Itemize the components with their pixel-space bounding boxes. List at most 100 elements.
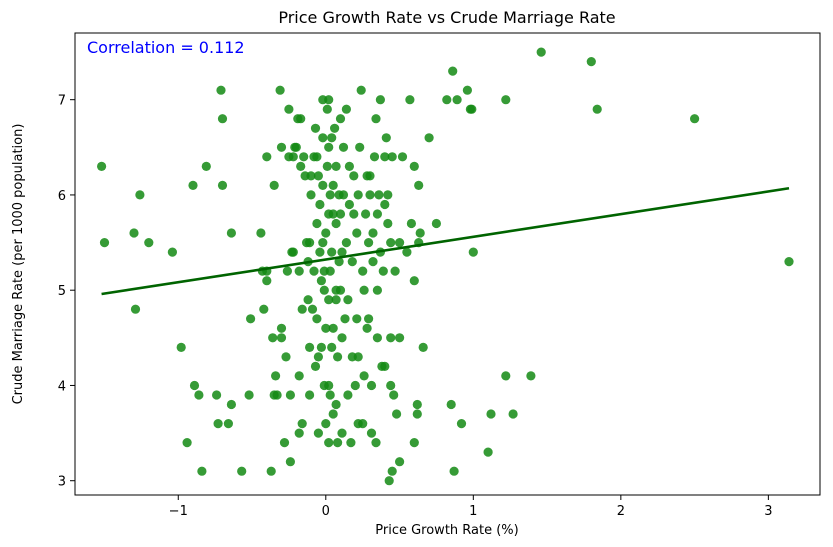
- data-point: [352, 314, 362, 324]
- data-point: [275, 85, 285, 95]
- data-point: [318, 133, 328, 143]
- data-point: [312, 218, 322, 229]
- data-point: [446, 399, 456, 410]
- data-point: [313, 428, 323, 438]
- data-point: [536, 47, 546, 57]
- data-point: [508, 409, 518, 419]
- chart-title: Price Growth Rate vs Crude Marriage Rate: [278, 8, 615, 27]
- y-tick-label: 7: [58, 94, 66, 109]
- data-point: [305, 342, 315, 352]
- data-point: [291, 142, 301, 152]
- data-point: [337, 247, 347, 257]
- data-point: [285, 457, 295, 467]
- correlation-annotation: Correlation = 0.112: [87, 38, 245, 57]
- data-point: [315, 199, 325, 210]
- data-point: [316, 342, 326, 352]
- data-point: [333, 352, 343, 362]
- data-point: [352, 228, 362, 238]
- data-point: [305, 238, 315, 248]
- data-point: [272, 390, 282, 400]
- data-point: [271, 371, 281, 381]
- data-point: [431, 218, 441, 229]
- data-point: [216, 85, 226, 95]
- data-point: [315, 247, 325, 257]
- data-point: [359, 371, 369, 381]
- data-point: [276, 142, 287, 152]
- data-point: [486, 409, 496, 419]
- data-point: [586, 57, 596, 67]
- data-point: [409, 161, 419, 171]
- data-point: [285, 390, 295, 400]
- data-point: [386, 380, 396, 391]
- data-point: [331, 161, 341, 171]
- data-point: [328, 323, 338, 333]
- data-point: [395, 238, 405, 248]
- data-point: [296, 114, 306, 124]
- data-point: [526, 371, 536, 381]
- data-point: [406, 218, 416, 229]
- data-point: [349, 209, 359, 219]
- data-point: [299, 152, 309, 162]
- data-point: [381, 133, 391, 143]
- data-point: [244, 390, 254, 400]
- data-point: [350, 380, 360, 391]
- data-point: [197, 466, 207, 476]
- data-point: [212, 390, 222, 400]
- data-point: [462, 85, 472, 95]
- data-point: [392, 409, 402, 419]
- data-point: [409, 438, 419, 448]
- data-point: [358, 419, 368, 429]
- data-point: [402, 247, 412, 257]
- data-point: [324, 95, 334, 105]
- data-point: [201, 161, 211, 171]
- data-point: [319, 285, 329, 295]
- data-point: [390, 266, 400, 276]
- data-point: [294, 371, 304, 381]
- data-point: [468, 247, 478, 257]
- data-point: [356, 85, 366, 95]
- data-point: [176, 342, 186, 352]
- data-point: [226, 228, 236, 238]
- data-point: [223, 419, 233, 429]
- data-point: [334, 257, 344, 267]
- data-point: [213, 419, 223, 429]
- data-point: [372, 333, 382, 343]
- data-point: [374, 190, 384, 200]
- data-point: [372, 285, 382, 295]
- data-point: [144, 238, 154, 248]
- regression-line: [101, 186, 790, 296]
- data-point: [501, 95, 511, 105]
- data-point: [325, 190, 335, 200]
- data-point: [784, 257, 794, 267]
- y-tick-label: 5: [58, 284, 66, 299]
- data-point: [442, 95, 452, 105]
- data-point: [364, 238, 374, 248]
- data-point: [327, 342, 337, 352]
- data-point: [380, 199, 390, 210]
- data-point: [343, 295, 353, 305]
- data-point: [365, 190, 375, 200]
- x-tick-label: 3: [764, 504, 772, 519]
- data-point: [371, 438, 381, 448]
- data-point: [276, 333, 287, 343]
- data-point: [387, 152, 397, 162]
- data-point: [328, 180, 338, 190]
- data-point: [452, 95, 462, 105]
- data-point: [449, 466, 459, 476]
- data-point: [325, 266, 335, 276]
- data-point: [405, 95, 415, 105]
- data-point: [414, 180, 424, 190]
- data-point: [324, 438, 334, 448]
- x-tick-label: 2: [617, 504, 625, 519]
- data-point: [338, 142, 349, 152]
- data-point: [259, 304, 269, 314]
- data-point: [412, 399, 422, 410]
- data-point: [371, 114, 381, 124]
- data-point: [321, 323, 331, 333]
- data-point: [297, 304, 307, 314]
- data-point: [327, 247, 337, 257]
- data-point: [279, 438, 290, 448]
- data-point: [331, 295, 341, 305]
- data-point: [97, 161, 107, 171]
